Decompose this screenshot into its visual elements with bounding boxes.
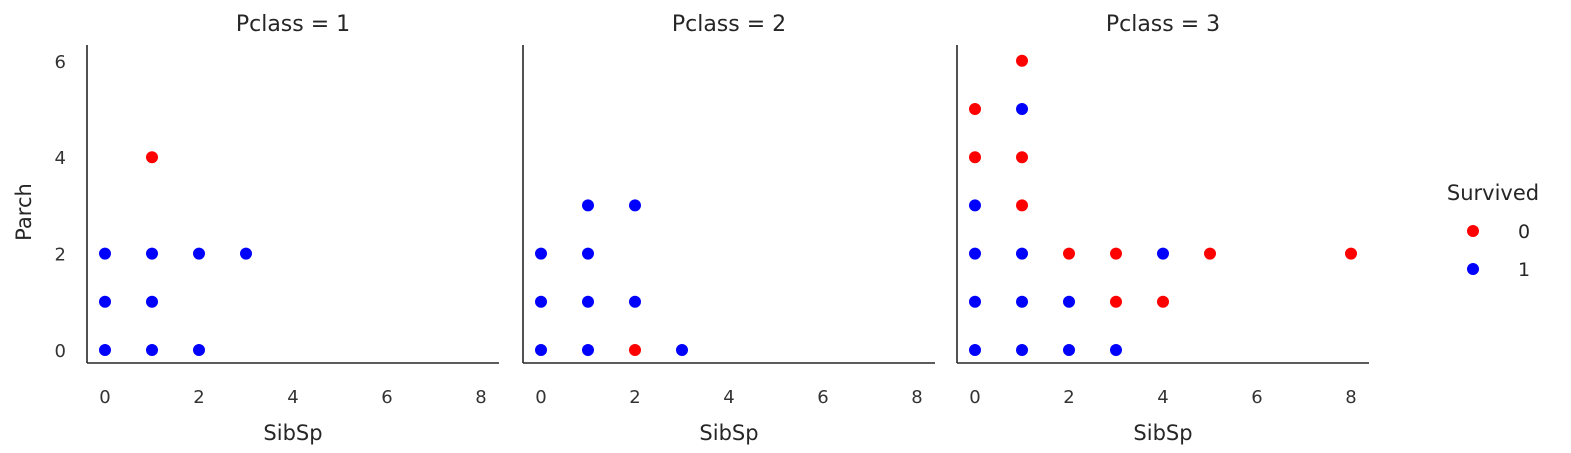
- y-tick-label: 4: [55, 148, 66, 169]
- scatter-point: [628, 343, 642, 357]
- scatter-point: [192, 343, 206, 357]
- x-tick-label: 4: [1157, 387, 1168, 408]
- scatter-point: [675, 343, 689, 357]
- x-tick-label: 8: [1345, 387, 1356, 408]
- x-axis-label: SibSp: [263, 421, 322, 445]
- scatter-point: [145, 294, 159, 309]
- scatter-point: [1015, 53, 1029, 68]
- x-tick-label: 6: [817, 387, 828, 408]
- scatter-point: [1203, 246, 1217, 261]
- scatter-point: [968, 343, 982, 357]
- y-tick-label: 0: [55, 341, 66, 362]
- scatter-point: [1015, 246, 1029, 261]
- scatter-point: [145, 150, 159, 165]
- x-tick-label: 0: [99, 387, 110, 408]
- x-axis-label: SibSp: [699, 421, 758, 445]
- panel-title: Pclass = 2: [672, 12, 786, 37]
- scatter-point: [1015, 150, 1029, 165]
- scatter-point: [192, 246, 206, 261]
- scatter-point: [581, 246, 595, 261]
- legend-entry-label: 0: [1518, 221, 1530, 243]
- scatter-point: [534, 343, 548, 357]
- x-tick-label: 2: [629, 387, 640, 408]
- y-tick-label: 6: [55, 52, 66, 73]
- scatter-point: [534, 294, 548, 309]
- scatter-point: [1062, 294, 1076, 309]
- scatter-point: [968, 294, 982, 309]
- x-tick-label: 2: [193, 387, 204, 408]
- panel-title: Pclass = 1: [236, 12, 350, 37]
- y-axis-label: Parch: [12, 183, 36, 241]
- x-tick-label: 6: [1251, 387, 1262, 408]
- scatter-point: [98, 294, 112, 309]
- x-tick-label: 6: [381, 387, 392, 408]
- panel-title: Pclass = 3: [1106, 12, 1220, 37]
- facet-panel-3: Pclass = 3 0 2 4 6 8 SibSp: [956, 12, 1369, 445]
- legend-title: Survived: [1447, 181, 1539, 205]
- scatter-point: [239, 246, 253, 261]
- scatter-point: [581, 294, 595, 309]
- x-tick-label: 2: [1063, 387, 1074, 408]
- scatter-point: [581, 343, 595, 357]
- x-tick-label: 0: [969, 387, 980, 408]
- scatter-point: [968, 102, 982, 116]
- facet-panel-1: Pclass = 1 0 2 4 6 8 SibSp 0 2 4 6 Parch: [12, 12, 499, 445]
- scatter-point: [968, 150, 982, 165]
- scatter-point: [1344, 246, 1358, 261]
- y-tick-label: 2: [55, 245, 66, 266]
- scatter-point: [145, 343, 159, 357]
- scatter-point: [1109, 343, 1123, 357]
- scatter-point: [968, 198, 982, 213]
- scatter-point: [98, 343, 112, 357]
- scatter-point: [628, 294, 642, 309]
- scatter-point: [534, 246, 548, 261]
- facet-panel-2: Pclass = 2 0 2 4 6 8 SibSp: [522, 12, 935, 445]
- x-tick-label: 0: [535, 387, 546, 408]
- legend-entry-label: 1: [1518, 259, 1530, 281]
- scatter-point: [145, 246, 159, 261]
- scatter-point: [1015, 198, 1029, 213]
- scatter-point: [1109, 294, 1123, 309]
- scatter-point: [1109, 246, 1123, 261]
- legend-marker: [1466, 224, 1480, 238]
- x-tick-label: 8: [475, 387, 486, 408]
- scatter-point: [1062, 343, 1076, 357]
- legend: Survived 0 1: [1447, 181, 1539, 281]
- legend-marker: [1466, 262, 1480, 276]
- scatter-point: [98, 246, 112, 261]
- x-tick-label: 8: [911, 387, 922, 408]
- scatter-point: [1156, 246, 1170, 261]
- scatter-point: [1015, 102, 1029, 116]
- scatter-point: [968, 246, 982, 261]
- x-tick-label: 4: [287, 387, 298, 408]
- scatter-point: [1062, 246, 1076, 261]
- x-tick-label: 4: [723, 387, 734, 408]
- scatter-point: [581, 198, 595, 213]
- scatter-point: [628, 198, 642, 213]
- x-axis-label: SibSp: [1133, 421, 1192, 445]
- scatter-point: [1015, 343, 1029, 357]
- scatter-point: [1015, 294, 1029, 309]
- scatter-point: [1156, 294, 1170, 309]
